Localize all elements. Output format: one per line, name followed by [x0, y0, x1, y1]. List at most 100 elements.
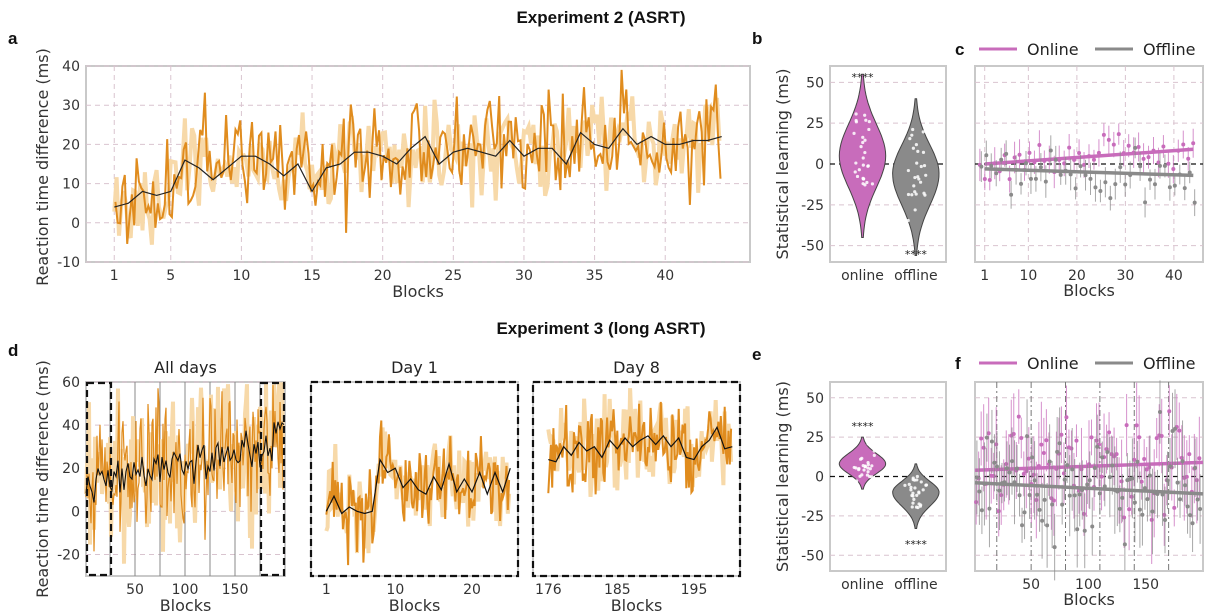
panel-f-point-online — [1026, 456, 1031, 461]
panel-f-point-offline — [1168, 464, 1173, 469]
panel-f-point-offline — [1097, 491, 1102, 496]
panel-f-trend-offline — [974, 481, 1204, 496]
panel-b-point-online — [861, 135, 865, 139]
panel-a-ytick: 10 — [62, 177, 80, 193]
panel-e-point-offline — [907, 482, 911, 486]
panel-f-xlabel: Blocks — [1063, 590, 1115, 609]
panel-c-point-online — [982, 177, 987, 182]
panel-d3-block-mean-line — [548, 425, 733, 463]
panel-a-xtick: 20 — [374, 268, 392, 284]
panel-e-point-online — [866, 442, 870, 446]
panel-f-point-offline — [1120, 495, 1125, 500]
panel-f-point-offline — [1180, 459, 1185, 464]
panel-f-point-online — [1119, 479, 1124, 484]
panel-a-ylabel: Reaction time difference (ms) — [33, 48, 52, 286]
panel-f-point-online — [1172, 505, 1177, 510]
panel-e-violin-online — [838, 436, 887, 490]
panel-c-point-online — [1106, 137, 1111, 142]
panel-f-point-offline — [989, 439, 994, 444]
panel-f-trend-online — [974, 460, 1204, 472]
panel-e-label: e — [752, 345, 761, 364]
panel-f-point-offline — [974, 475, 979, 480]
panel-b-label: b — [752, 29, 762, 48]
panel-e-point-offline — [910, 505, 914, 509]
panel-d3-xtick: 195 — [681, 582, 708, 598]
panel-f-point-offline — [1135, 459, 1140, 464]
panel-f-point-online — [1177, 428, 1182, 433]
panel-f-point-offline — [1047, 459, 1052, 464]
panel-f-point-online — [986, 431, 991, 436]
panel-b-point-offline — [913, 208, 917, 212]
panel-e-point-offline — [921, 488, 925, 492]
panel-e-point-offline — [913, 486, 917, 490]
panel-f-point-online — [1051, 498, 1056, 503]
panel-d1-xtick: 150 — [222, 582, 249, 598]
panel-e-point-online — [860, 456, 864, 460]
panel-f-point-offline — [1142, 486, 1147, 491]
panel-f-point-offline — [1162, 517, 1167, 522]
panel-f-label: f — [955, 354, 961, 373]
panel-b-point-offline — [913, 175, 917, 180]
panel-a-xtick: 30 — [515, 268, 533, 284]
panel-c-point-offline — [1143, 200, 1148, 205]
panel-a-ytick: 0 — [71, 216, 80, 232]
panel-f-point-online — [981, 445, 986, 450]
panel-d1-ytick: 0 — [71, 504, 80, 520]
panel-a-xtick: 1 — [110, 268, 119, 284]
panel-c-point-offline — [1152, 182, 1157, 187]
panel-e-point-online — [872, 449, 876, 453]
panel-f-point-offline — [1198, 507, 1203, 512]
panel-f-point-offline — [1082, 528, 1087, 533]
panel-c-point-offline — [1118, 165, 1123, 170]
panel-e-ytick: 50 — [806, 391, 824, 407]
panel-e-point-offline — [911, 501, 915, 505]
panel-c-point-online — [1171, 167, 1176, 172]
panel-f-point-offline — [1055, 449, 1060, 454]
panel-f-point-offline — [1165, 478, 1170, 483]
panel-b-point-online — [861, 163, 865, 167]
panel-c-point-offline — [1009, 192, 1014, 197]
panel-f-point-offline — [1105, 449, 1110, 454]
panel-f-point-online — [1134, 423, 1139, 428]
panel-f-point-offline — [1072, 493, 1077, 498]
panel-c-point-offline — [989, 163, 994, 168]
panel-c-point-offline — [1038, 165, 1043, 170]
panel-d1-xtick: 100 — [172, 582, 199, 598]
panel-f-point-offline — [987, 506, 992, 511]
panel-e-point-online — [866, 463, 870, 467]
panel-c-point-offline — [1133, 145, 1138, 150]
panel-d3-subtitle: Day 8 — [613, 358, 660, 377]
panel-f-point-offline — [984, 435, 989, 440]
panel-f-point-offline — [1137, 507, 1142, 512]
panel-c-point-offline — [1058, 172, 1063, 177]
panel-c-point-offline — [1068, 172, 1073, 177]
panel-f-point-offline — [1027, 493, 1032, 498]
panel-f-point-offline — [1147, 473, 1152, 478]
panel-f-point-online — [1167, 409, 1172, 414]
panel-e-significance-online: **** — [851, 420, 874, 433]
panel-e-category-offline: offline — [894, 577, 937, 593]
panel-f-point-offline — [1095, 444, 1100, 449]
panel-b-point-offline — [915, 161, 919, 165]
panel-f-point-online — [1114, 452, 1119, 457]
panel-f-point-online — [1137, 435, 1142, 440]
panel-f-point-online — [996, 509, 1001, 514]
panel-f-point-online — [1061, 471, 1066, 476]
panel-d1-day1-highlight — [85, 381, 113, 577]
panel-d3-highlight-frame — [531, 380, 742, 578]
panel-c-point-online — [1037, 143, 1042, 148]
panel-c-point-online — [1017, 152, 1022, 157]
panel-b-point-online — [854, 118, 858, 123]
panel-d1-xtick: 50 — [126, 582, 144, 598]
panel-c-point-offline — [1113, 182, 1118, 187]
panel-d3-xtick: 176 — [535, 582, 562, 598]
panel-f-point-online — [1089, 435, 1094, 440]
panel-b-point-offline — [910, 193, 914, 197]
panel-d3-xlabel: Blocks — [611, 596, 663, 613]
panel-b-point-offline — [911, 146, 915, 150]
panel-f-point-online — [1187, 452, 1192, 457]
panel-c-xtick: 10 — [1019, 268, 1037, 284]
panel-f-point-offline — [1087, 478, 1092, 483]
panel-c-point-online — [1116, 132, 1121, 137]
panel-c-point-online — [1141, 156, 1146, 161]
